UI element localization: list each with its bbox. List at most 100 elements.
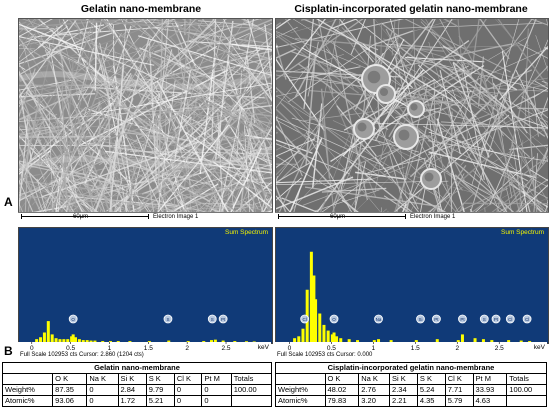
spectrum-bar: [326, 330, 330, 342]
axis-tick-label: 1.5: [411, 345, 420, 352]
table-cell: 48.02: [324, 384, 360, 396]
peak-label: Na: [376, 317, 382, 322]
peak-marker: [491, 314, 501, 324]
spectrum-bar: [128, 341, 132, 342]
table-cell: Atomic%: [275, 395, 326, 407]
spectrum-bar: [339, 338, 343, 342]
table-cell: 100.00: [506, 384, 547, 396]
panel-a-label: A: [4, 195, 13, 209]
peak-label: S: [211, 317, 214, 322]
spectrum-bar: [66, 339, 70, 342]
peak-label: O: [71, 317, 75, 322]
spectrum-bar: [456, 340, 460, 342]
table-left-col: O K: [52, 373, 88, 385]
spectrum-bar: [77, 339, 81, 342]
spectrum-bar: [81, 340, 85, 342]
table-left-col: Totals: [230, 373, 273, 385]
sem-right-scalebar: 60μm Electron Image 1: [275, 212, 549, 224]
spectrum-bar: [108, 341, 112, 342]
sem-right-caption: Electron Image 1: [410, 214, 456, 220]
spectrum-bar: [330, 334, 334, 342]
spectrum-bar: [335, 336, 339, 342]
spectrum-bar: [167, 340, 171, 342]
table-cell: 1.72: [117, 395, 147, 407]
table-row: Weight% 48.02 2.76 2.34 5.24 7.71 33.93 …: [275, 384, 547, 396]
table-row: Atomic% 93.06 0 1.72 5.21 0 0: [1, 395, 273, 407]
spectrum-bar: [301, 328, 305, 342]
peak-marker: [432, 314, 441, 324]
peak-label: Pt: [460, 317, 465, 322]
sem-left-scale-label: 60μm: [73, 214, 89, 220]
spectrum-bar: [332, 332, 336, 342]
table-right-header-row: O K Na K Si K S K Cl K Pt M Totals: [275, 373, 547, 385]
spectrum-bar: [252, 341, 256, 342]
table-cell: 4.63: [472, 395, 508, 407]
peak-marker: [207, 314, 217, 324]
peak-label: Pt: [494, 317, 499, 322]
table-left-col: Cl K: [173, 373, 203, 385]
spectrum-bar: [62, 339, 66, 342]
spectrum-left-title: Sum Spectrum: [225, 229, 268, 236]
peak-marker: [479, 314, 489, 324]
table-cell: 100.00: [230, 384, 273, 396]
table-left-col: Pt M: [201, 373, 232, 385]
axis-tick-label: 2.5: [495, 345, 504, 352]
spectrum-bar: [293, 338, 297, 342]
spectrum-bar: [71, 334, 75, 342]
table-left-header-row: O K Na K Si K S K Cl K Pt M Totals: [1, 373, 273, 385]
table-left-col: Na K: [86, 373, 119, 385]
spectrum-bar: [101, 341, 105, 342]
spectrum-bar: [372, 340, 376, 342]
spectrum-bar: [314, 299, 318, 342]
spectrum-bar: [85, 340, 89, 342]
spectrum-bar: [435, 339, 439, 342]
table-cell: 9.79: [145, 384, 175, 396]
table-right-col: Si K: [389, 373, 418, 385]
table-cell: 4.35: [416, 395, 446, 407]
peak-label: Pt: [221, 317, 226, 322]
table-cell: 2.76: [358, 384, 391, 396]
spectrum-bar: [481, 339, 485, 342]
table-cell: 0: [86, 395, 119, 407]
table-cell: 0: [173, 384, 203, 396]
peak-marker: [163, 314, 173, 324]
spectrum-bar: [58, 339, 62, 342]
axis-tick-label: 0: [288, 345, 292, 352]
table-left-col: Si K: [117, 373, 147, 385]
table-right-col: Cl K: [444, 373, 474, 385]
spectrum-bar: [202, 341, 206, 342]
table-cell: 0: [201, 395, 232, 407]
axis-tick-label: 0.5: [327, 345, 336, 352]
spectrum-bar: [70, 336, 74, 342]
table-right-col: Pt M: [472, 373, 508, 385]
spectrum-bar: [209, 340, 213, 342]
table-cell: Atomic%: [1, 395, 54, 407]
spectrum-left-unit: keV: [257, 344, 269, 351]
table-cell: Weight%: [1, 384, 54, 396]
peak-marker: [522, 314, 532, 324]
table-row: Weight% 87.35 0 2.84 9.79 0 0 100.00: [1, 384, 273, 396]
spectrum-bar: [377, 339, 381, 342]
table-cell: 0: [173, 395, 203, 407]
spectrum-bar: [213, 339, 217, 342]
peak-marker: [416, 314, 425, 324]
spectrum-right-title: Sum Spectrum: [501, 229, 544, 236]
peak-label: Pt: [434, 317, 439, 322]
sem-image-left: [18, 18, 273, 215]
spectrum-bar: [507, 340, 511, 342]
table-right-col: Na K: [358, 373, 391, 385]
table-cell: 79.83: [324, 395, 360, 407]
table-cell: 3.20: [358, 395, 391, 407]
table-right-col: Totals: [506, 373, 547, 385]
spectrum-bar: [460, 334, 464, 342]
spectrum-bar: [116, 341, 120, 342]
peak-marker: [300, 314, 310, 324]
peak-marker: [505, 314, 515, 324]
table-right-col: S K: [416, 373, 446, 385]
table-cell: [506, 395, 547, 407]
axis-tick-label: 1.5: [144, 345, 153, 352]
sem-left-caption: Electron Image 1: [153, 214, 199, 220]
spectrum-bar: [93, 340, 97, 342]
peak-label: Cl: [525, 317, 529, 322]
table-left-caption: Gelatin nano-membrane: [2, 362, 272, 374]
